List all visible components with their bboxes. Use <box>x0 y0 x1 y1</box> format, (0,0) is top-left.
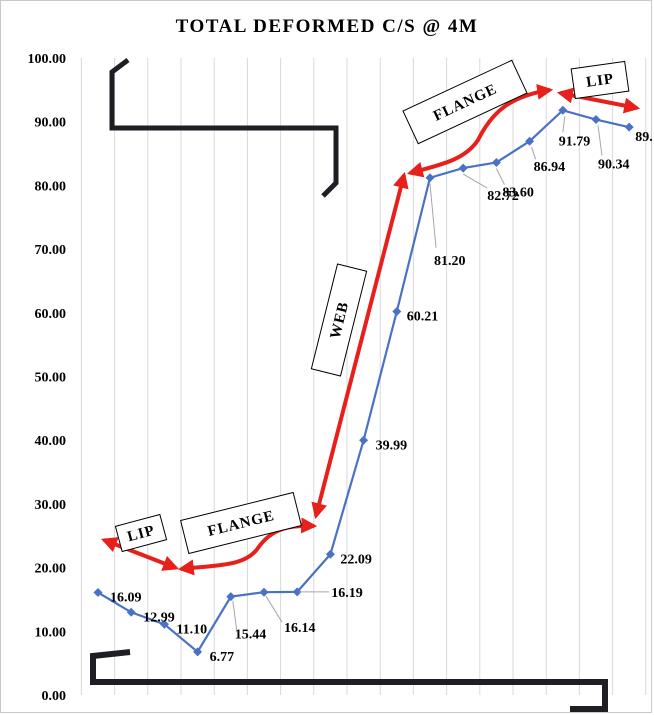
region-label-lip-left: LIP <box>126 523 157 546</box>
leader-line <box>429 183 437 248</box>
data-point <box>425 173 435 183</box>
data-label: 12.99 <box>143 610 175 625</box>
data-label: 39.99 <box>376 438 408 453</box>
y-tick-label: 10.00 <box>35 625 67 640</box>
data-point <box>359 435 369 445</box>
cross-section-bottom-icon <box>90 649 608 712</box>
y-tick-label: 50.00 <box>35 371 67 386</box>
y-tick-label: 40.00 <box>35 434 67 449</box>
y-tick-label: 90.00 <box>35 116 67 131</box>
data-label: 16.09 <box>110 591 142 606</box>
data-label: 16.14 <box>284 621 316 636</box>
y-tick-label: 20.00 <box>35 562 67 577</box>
data-point <box>159 619 169 629</box>
data-point <box>259 587 269 597</box>
data-point <box>392 306 402 316</box>
lip-label-box-right: LIP <box>570 60 630 100</box>
data-label: 22.09 <box>340 552 372 567</box>
leader-line <box>232 600 238 631</box>
data-label: 86.94 <box>534 160 566 175</box>
leader-line <box>531 147 537 160</box>
flange-label-box-bottom: FLANGE <box>180 491 302 555</box>
data-point <box>126 607 136 617</box>
y-tick-label: 100.00 <box>28 52 67 67</box>
data-label: 60.21 <box>407 309 439 324</box>
data-label: 11.10 <box>176 622 207 637</box>
leader-line <box>462 173 488 189</box>
data-point <box>292 587 302 597</box>
data-label: 90.34 <box>598 158 630 173</box>
leader-line <box>495 168 505 185</box>
data-point <box>226 592 236 602</box>
data-label: 81.20 <box>434 254 466 269</box>
data-point <box>193 647 203 657</box>
lip-label-box-left: LIP <box>114 513 168 553</box>
flange-arrow-top <box>406 83 554 178</box>
data-point <box>325 549 335 559</box>
data-point <box>458 163 468 173</box>
data-label: 89.14 <box>635 130 654 145</box>
y-tick-label: 80.00 <box>35 179 67 194</box>
data-label: 82.72 <box>487 189 519 204</box>
data-label: 6.77 <box>210 650 235 665</box>
data-point <box>624 122 634 132</box>
leader-line <box>597 125 603 156</box>
chart-title: TOTAL DEFORMED C/S @ 4M <box>175 16 479 37</box>
data-point <box>591 115 601 125</box>
leader-line <box>562 116 566 133</box>
data-label: 16.19 <box>331 586 363 601</box>
data-point <box>93 588 103 598</box>
y-tick-label: 0.00 <box>42 689 67 704</box>
flange-label-box-top: FLANGE <box>402 59 528 145</box>
y-tick-label: 60.00 <box>35 307 67 322</box>
cross-section-top-icon <box>109 58 339 198</box>
y-tick-label: 30.00 <box>35 498 67 513</box>
data-label: 83.60 <box>502 185 534 200</box>
data-label: 91.79 <box>559 134 591 149</box>
lip-arrow-left <box>101 537 179 571</box>
y-tick-label: 70.00 <box>35 243 67 258</box>
leader-line <box>265 595 283 623</box>
lip-arrow-right <box>556 87 641 114</box>
series-line <box>97 109 630 654</box>
region-label-lip-right: LIP <box>585 71 615 91</box>
data-label: 15.44 <box>235 628 266 643</box>
web-arrow <box>311 171 409 520</box>
web-label-box: WEB <box>310 263 368 377</box>
